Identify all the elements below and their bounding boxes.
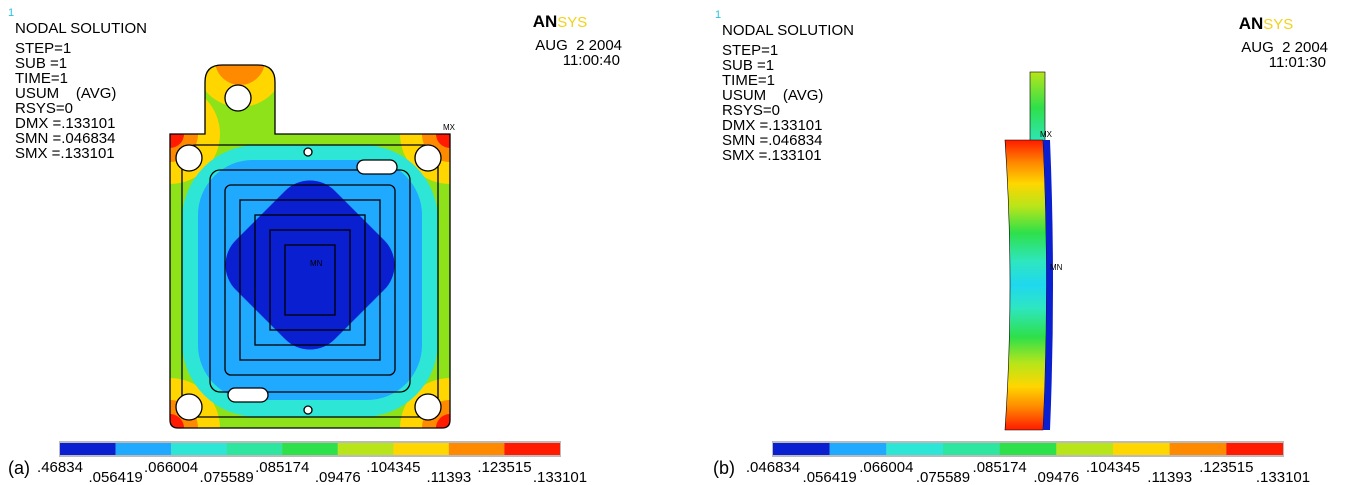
legend-swatch bbox=[943, 443, 1000, 455]
legend-label: .085174 bbox=[973, 459, 1027, 476]
legend-label: .46834 bbox=[37, 459, 83, 476]
legend-label: .104345 bbox=[366, 459, 420, 476]
legend-label: .123515 bbox=[477, 459, 531, 476]
plate-contour bbox=[120, 17, 500, 478]
legend-swatch bbox=[1056, 443, 1113, 455]
legend-label: .09476 bbox=[1033, 469, 1079, 485]
logo-part: AN bbox=[533, 12, 558, 31]
min-marker: MN bbox=[1050, 263, 1063, 272]
panel-label: (b) bbox=[713, 458, 735, 478]
result-info: SMX =.133101 bbox=[722, 147, 822, 164]
ansys-logo: ANSYS bbox=[1239, 14, 1294, 33]
legend-label: .123515 bbox=[1199, 459, 1253, 476]
legend-label: .11393 bbox=[1147, 469, 1192, 485]
legend-swatch bbox=[773, 443, 830, 455]
legend-swatch bbox=[1226, 443, 1283, 455]
frame-number: 1 bbox=[8, 7, 14, 19]
legend-swatch bbox=[227, 443, 283, 455]
legend-label: .11393 bbox=[427, 469, 472, 485]
max-marker: MX bbox=[1040, 130, 1053, 139]
ansys-logo: ANSYS bbox=[533, 12, 588, 31]
legend-label: .056419 bbox=[803, 469, 857, 485]
legend-label: .085174 bbox=[255, 459, 309, 476]
legend-label: .133101 bbox=[1256, 469, 1310, 485]
time: 11:00:40 bbox=[563, 52, 620, 69]
legend-label: .066004 bbox=[144, 459, 198, 476]
legend-swatch bbox=[449, 443, 505, 455]
legend-swatch bbox=[504, 443, 560, 455]
frame-number: 1 bbox=[715, 9, 721, 21]
legend-label: .09476 bbox=[315, 469, 361, 485]
legend-label: .066004 bbox=[859, 459, 913, 476]
legend-label: .075589 bbox=[916, 469, 970, 485]
side-contour bbox=[1005, 72, 1053, 430]
legend-swatch bbox=[886, 443, 943, 455]
figure: 1NODAL SOLUTIONSTEP=1SUB =1TIME=1USUM (A… bbox=[0, 0, 1347, 485]
legend-swatch bbox=[282, 443, 338, 455]
panel-label: (a) bbox=[8, 458, 30, 478]
min-marker: MN bbox=[310, 259, 323, 268]
legend-swatch bbox=[830, 443, 887, 455]
logo-part: AN bbox=[1239, 14, 1264, 33]
legend-label: .046834 bbox=[746, 459, 800, 476]
legend-label: .133101 bbox=[533, 469, 587, 485]
legend-swatch bbox=[1113, 443, 1170, 455]
legend-swatch bbox=[116, 443, 172, 455]
logo-part: SYS bbox=[557, 14, 587, 31]
legend-swatch bbox=[171, 443, 227, 455]
result-title: NODAL SOLUTION bbox=[722, 22, 854, 39]
result-info: SMX =.133101 bbox=[15, 145, 115, 162]
time: 11:01:30 bbox=[1269, 54, 1326, 71]
legend-swatch bbox=[60, 443, 116, 455]
legend-swatch bbox=[338, 443, 394, 455]
legend-label: .104345 bbox=[1086, 459, 1140, 476]
result-title: NODAL SOLUTION bbox=[15, 20, 147, 37]
legend-label: .075589 bbox=[200, 469, 254, 485]
legend-swatch bbox=[1000, 443, 1057, 455]
legend-label: .056419 bbox=[88, 469, 142, 485]
logo-part: SYS bbox=[1263, 16, 1293, 33]
legend-swatch bbox=[1170, 443, 1227, 455]
legend-swatch bbox=[393, 443, 449, 455]
max-marker: MX bbox=[443, 123, 456, 132]
